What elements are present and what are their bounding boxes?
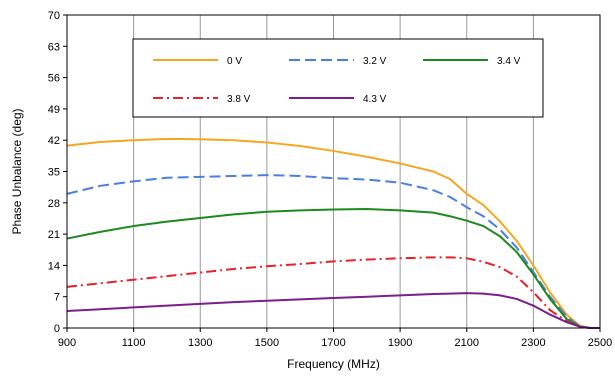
x-tick-label: 1100 bbox=[122, 337, 146, 349]
x-tick-label: 1900 bbox=[388, 337, 412, 349]
legend-label-4: 3.8 V bbox=[227, 94, 251, 105]
legend-label-2: 3.2 V bbox=[363, 56, 387, 67]
legend-label-3: 3.4 V bbox=[497, 56, 521, 67]
series-line-2 bbox=[66, 174, 600, 329]
y-axis-title: Phase Unbalance (deg) bbox=[10, 108, 24, 234]
y-tick-label: 21 bbox=[48, 229, 60, 241]
y-tick-label: 42 bbox=[48, 135, 60, 147]
x-tick-label: 2300 bbox=[521, 337, 545, 349]
series-line-3 bbox=[66, 208, 600, 329]
x-tick-label: 2100 bbox=[455, 337, 479, 349]
x-tick-label: 1300 bbox=[188, 337, 212, 349]
series-line-5 bbox=[66, 292, 600, 329]
series-line-4 bbox=[66, 256, 600, 329]
y-tick-label: 49 bbox=[48, 104, 60, 116]
axis-ticks: 0 7 14 21 28 35 42 49 56 63 70 900 1100 1300 1500 1700 1… bbox=[48, 10, 612, 349]
y-tick-label: 70 bbox=[48, 10, 60, 22]
y-tick-label: 0 bbox=[54, 323, 60, 335]
x-tick-label: 900 bbox=[58, 337, 76, 349]
y-tick-label: 28 bbox=[48, 198, 60, 210]
x-tick-label: 1700 bbox=[321, 337, 345, 349]
x-tick-label: 1500 bbox=[255, 337, 279, 349]
y-tick-label: 56 bbox=[48, 73, 60, 85]
y-tick-label: 63 bbox=[48, 41, 60, 53]
x-tick-label: 2500 bbox=[588, 337, 612, 349]
y-tick-label: 14 bbox=[48, 260, 60, 272]
y-tick-label: 35 bbox=[48, 167, 60, 179]
y-tick-label: 7 bbox=[54, 292, 60, 304]
legend-label-5: 4.3 V bbox=[363, 94, 387, 105]
legend: 0 V 3.2 V 3.4 V 3.8 V 4.3 V bbox=[132, 38, 544, 118]
legend-box bbox=[132, 38, 544, 118]
series-line-1 bbox=[66, 137, 600, 329]
x-axis-title: Frequency (MHz) bbox=[287, 357, 380, 371]
legend-label-1: 0 V bbox=[227, 56, 242, 67]
series-lines bbox=[66, 137, 600, 329]
